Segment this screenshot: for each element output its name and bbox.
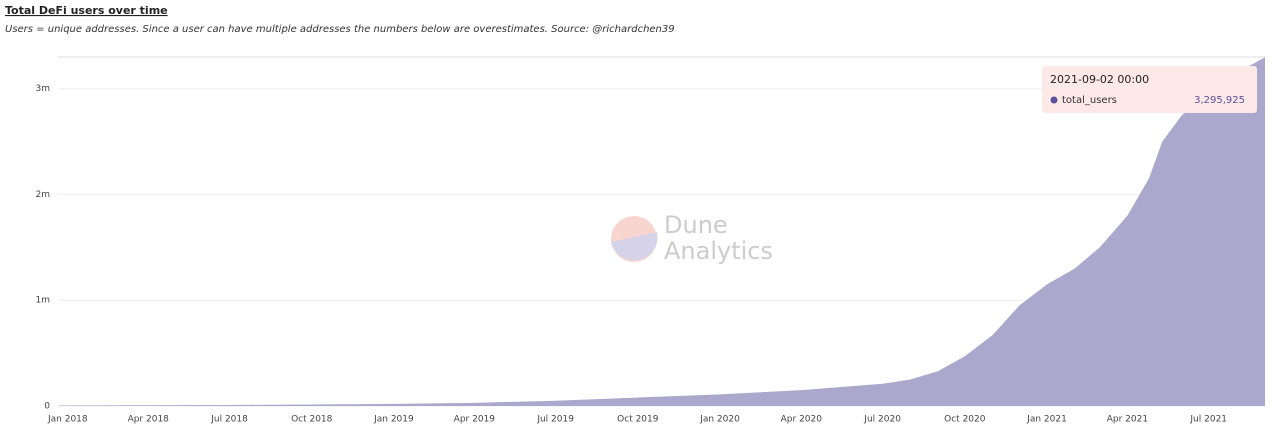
y-tick-label: 3m <box>36 84 51 94</box>
x-tick-label: Oct 2020 <box>944 415 986 425</box>
tooltip-date: 2021-09-02 00:00 <box>1050 73 1149 86</box>
tooltip: 2021-09-02 00:00 total_users 3,295,925 <box>1042 66 1257 113</box>
x-tick-label: Jul 2021 <box>1189 415 1227 425</box>
y-tick-label: 1m <box>36 296 51 306</box>
watermark: Dune Analytics <box>611 211 773 265</box>
x-tick-label: Oct 2018 <box>291 415 333 425</box>
chart-title[interactable]: Total DeFi users over time <box>5 4 168 17</box>
x-tick-label: Apr 2020 <box>781 415 823 425</box>
x-tick-label: Jul 2018 <box>210 415 248 425</box>
x-tick-label: Jan 2019 <box>373 415 414 425</box>
x-tick-label: Apr 2021 <box>1107 415 1148 425</box>
x-tick-label: Jul 2020 <box>863 415 901 425</box>
y-tick-label: 0 <box>44 402 50 412</box>
tooltip-box <box>1042 66 1257 113</box>
x-tick-label: Jul 2019 <box>536 415 574 425</box>
x-tick-label: Jan 2020 <box>699 415 740 425</box>
x-tick-label: Oct 2019 <box>617 415 659 425</box>
x-tick-label: Apr 2018 <box>128 415 170 425</box>
tooltip-value: 3,295,925 <box>1194 95 1245 106</box>
chart-subtitle: Users = unique addresses. Since a user c… <box>5 24 675 35</box>
area <box>58 57 1265 406</box>
watermark-text: Dune <box>664 211 728 239</box>
x-tick-label: Jan 2018 <box>47 415 88 425</box>
tooltip-marker <box>1050 96 1058 104</box>
y-tick-label: 2m <box>36 190 51 200</box>
x-tick-label: Jan 2021 <box>1026 415 1067 425</box>
watermark-text: Analytics <box>664 237 773 265</box>
tooltip-series: total_users <box>1062 95 1117 106</box>
x-tick-label: Apr 2019 <box>454 415 496 425</box>
watermark-logo <box>611 232 658 261</box>
